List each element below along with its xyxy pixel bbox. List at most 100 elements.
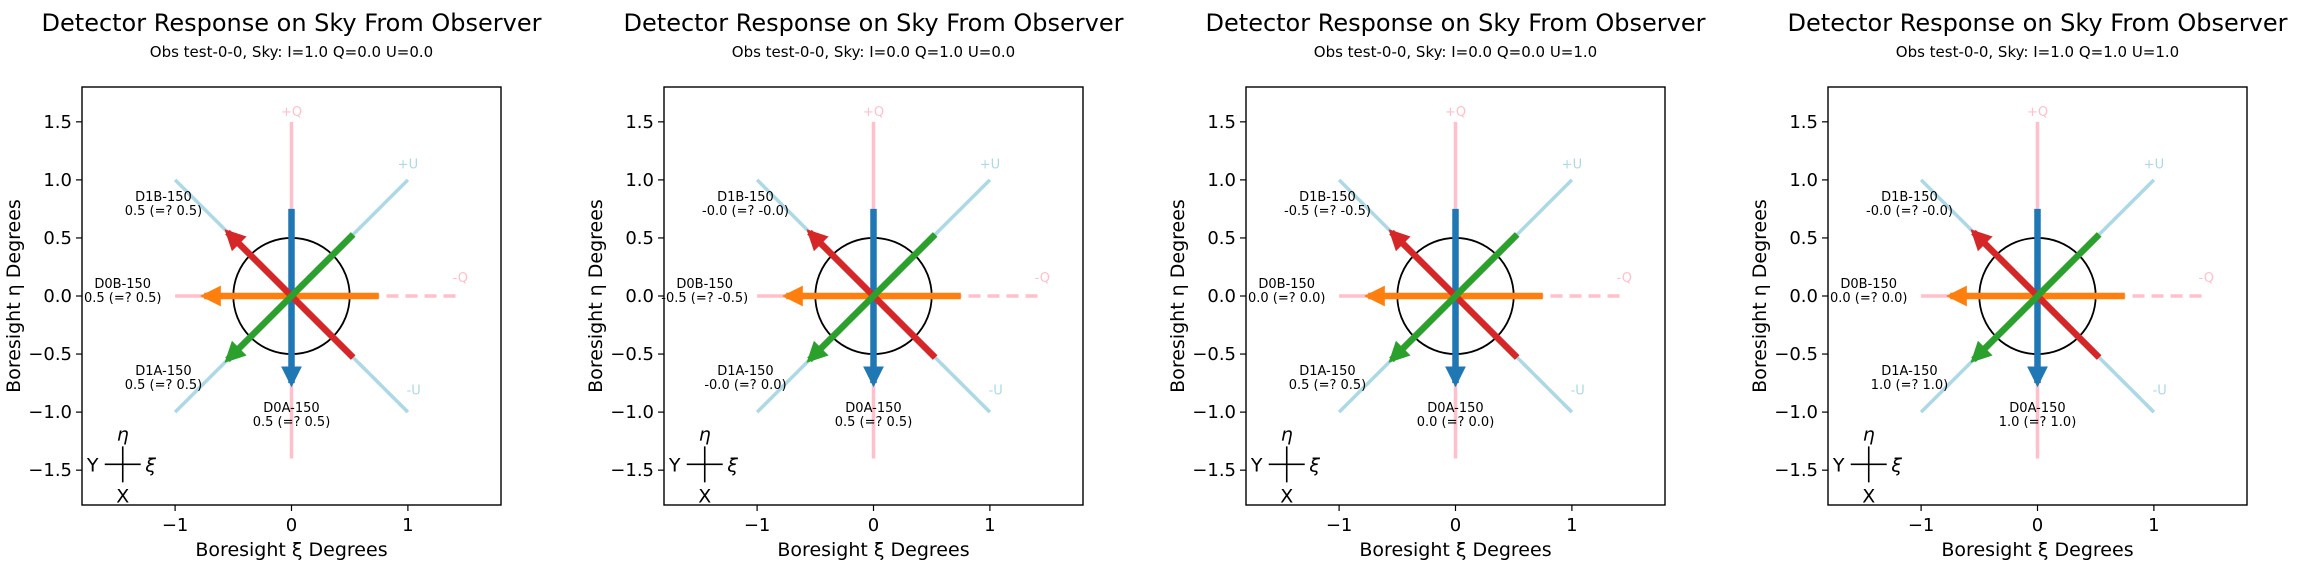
detector-label-name: D1B-150 [717,190,774,205]
detector-label-name: D0A-150 [263,401,319,416]
detector-label-name: D0B-150 [94,277,151,292]
y-axis-label: Boresight η Degrees [3,199,25,393]
x-tick-label: 1 [984,515,995,536]
y-tick-label: 0.5 [1789,228,1818,249]
y-tick-label: 1.0 [1789,170,1818,191]
x-axis-label: Boresight ξ Degrees [777,539,969,561]
detector-label-name: D0B-150 [676,277,733,292]
stokes-label-plus-u: +U [2144,157,2164,172]
x-tick-label: −1 [162,515,189,536]
compass-label-eta: η [1281,423,1293,445]
detector-label-value: 0.5 (=? 0.5) [253,415,331,430]
detector-label-name: D1A-150 [1881,364,1937,379]
stokes-label-plus-u: +U [980,157,1000,172]
compass-label-y: Y [1832,454,1845,476]
panel-2: Detector Response on Sky From Observer Ob… [585,9,1124,561]
detector-arrow-d1a [224,232,356,363]
x-tick-label: 0 [868,515,879,536]
detector-label-name: D1A-150 [1299,364,1355,379]
detector-label-name: D1A-150 [135,364,191,379]
y-tick-label: 1.0 [625,170,654,191]
detector-label-name: D0A-150 [845,401,901,416]
compass-label-eta: η [699,423,711,445]
stokes-label-minus-u: -U [1571,384,1585,399]
y-tick-label: 1.0 [1207,170,1236,191]
panel-4: Detector Response on Sky From Observer Ob… [1749,9,2288,561]
detector-label-value: 0.5 (=? 0.5) [84,291,162,306]
stokes-label-minus-q: -Q [453,271,468,286]
panel-title: Detector Response on Sky From Observer [1206,9,1706,37]
y-tick-label: −1.0 [28,402,72,423]
stokes-label-minus-q: -Q [2199,271,2214,286]
detector-arrow-d1a [1970,232,2102,363]
x-tick-label: 0 [1450,515,1461,536]
y-tick-label: −0.5 [1192,344,1236,365]
stokes-label-minus-q: -Q [1617,271,1632,286]
stokes-label-plus-q: +Q [863,105,884,120]
compass-label-y: Y [668,454,681,476]
panel-title: Detector Response on Sky From Observer [1788,9,2288,37]
compass-label-x: X [1862,485,1875,507]
compass-label-xi: ξ [1890,454,1902,476]
y-tick-label: −0.5 [28,344,72,365]
compass-label-xi: ξ [726,454,738,476]
x-tick-label: 0 [2032,515,2043,536]
detector-label-name: D0A-150 [1427,401,1483,416]
compass-label-x: X [698,485,711,507]
detector-label-value: 0.5 (=? 0.5) [125,378,203,393]
detector-arrow-d1a [1388,232,1520,363]
compass-label-eta: η [117,423,129,445]
detector-label-name: D0B-150 [1840,277,1897,292]
stokes-label-minus-q: -Q [1035,271,1050,286]
compass-label-x: X [116,485,129,507]
stokes-label-minus-u: -U [2153,384,2167,399]
y-axis-label: Boresight η Degrees [1167,199,1189,393]
compass-label-y: Y [86,454,99,476]
x-tick-label: 1 [1566,515,1577,536]
y-tick-label: −1.0 [610,402,654,423]
detector-label-name: D1B-150 [1881,190,1938,205]
detector-label-value: 1.0 (=? 1.0) [1871,378,1949,393]
y-tick-label: 0.5 [43,228,72,249]
stokes-label-plus-u: +U [1562,157,1582,172]
stokes-label-plus-q: +Q [2027,105,2048,120]
detector-label-value: 0.5 (=? 0.5) [1289,378,1367,393]
x-tick-label: −1 [1326,515,1353,536]
compass-label-xi: ξ [1308,454,1320,476]
panel-subtitle: Obs test-0-0, Sky: I=0.0 Q=0.0 U=1.0 [1314,43,1597,61]
compass-label-xi: ξ [144,454,156,476]
detector-label-value: 0.0 (=? 0.0) [1417,415,1495,430]
compass-label-y: Y [1250,454,1263,476]
stokes-label-minus-u: -U [989,384,1003,399]
detector-label-name: D1B-150 [1299,190,1356,205]
detector-label-value: 0.0 (=? 0.0) [1248,291,1326,306]
y-tick-label: −1.5 [1192,460,1236,481]
detector-label-name: D0B-150 [1258,277,1315,292]
panel-subtitle: Obs test-0-0, Sky: I=1.0 Q=0.0 U=0.0 [150,43,433,61]
detector-label-value: -0.5 (=? -0.5) [661,291,748,306]
panel-title: Detector Response on Sky From Observer [624,9,1124,37]
y-tick-label: 1.5 [625,112,654,133]
y-tick-label: −1.0 [1774,402,1818,423]
y-tick-label: −1.5 [610,460,654,481]
x-axis-label: Boresight ξ Degrees [1359,539,1551,561]
stokes-label-plus-q: +Q [1445,105,1466,120]
detector-label-value: 0.5 (=? 0.5) [835,415,913,430]
panel-1: Detector Response on Sky From Observer Ob… [3,9,542,561]
y-tick-label: 0.0 [625,286,654,307]
panel-3: Detector Response on Sky From Observer Ob… [1167,9,1706,561]
y-tick-label: −1.5 [1774,460,1818,481]
y-tick-label: 0.0 [1207,286,1236,307]
stokes-label-plus-q: +Q [281,105,302,120]
x-tick-label: −1 [744,515,771,536]
detector-label-value: 0.0 (=? 0.0) [1830,291,1908,306]
y-tick-label: −0.5 [1774,344,1818,365]
y-tick-label: 1.0 [43,170,72,191]
y-tick-label: 1.5 [1207,112,1236,133]
detector-label-value: 1.0 (=? 1.0) [1999,415,2077,430]
x-axis-label: Boresight ξ Degrees [195,539,387,561]
detector-label-value: -0.0 (=? -0.0) [1866,204,1953,219]
panel-title: Detector Response on Sky From Observer [42,9,542,37]
y-axis-label: Boresight η Degrees [585,199,607,393]
x-tick-label: 1 [2148,515,2159,536]
